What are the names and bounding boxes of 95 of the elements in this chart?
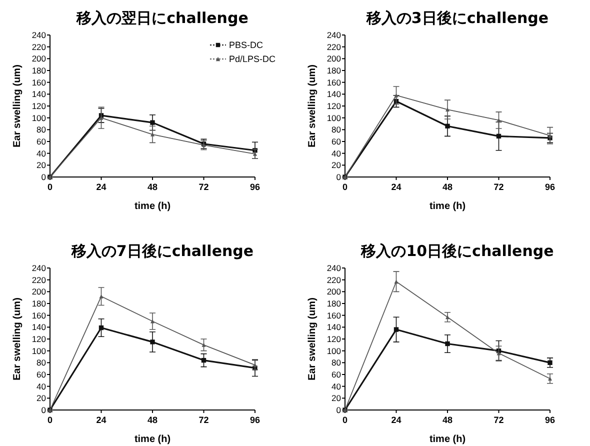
y-tick-label: 180 [32,65,46,76]
y-tick-label: 20 [332,160,342,170]
point [496,118,501,122]
point [150,340,155,344]
y-tick-label: 160 [326,77,342,88]
y-tick-label: 80 [332,358,342,368]
y-tick-label: 200 [326,286,342,297]
y-tick-label: 160 [326,310,342,320]
y-tick-label: 40 [36,381,46,392]
chart-title: 移入の10日後にchallenge [360,242,554,260]
point [150,319,154,324]
x-tick-label: 24 [96,182,106,192]
y-tick-label: 20 [36,393,46,404]
x-tick-label: 48 [442,415,453,425]
y-tick-label: 60 [36,136,46,146]
chart-title: 移入の7日後にchallenge [70,242,254,260]
x-tick-label: 72 [494,415,504,425]
x-tick-label: 24 [96,415,106,425]
y-tick-label: 40 [332,381,342,392]
x-tick-label: 96 [250,415,260,425]
y-tick-label: 40 [36,148,46,158]
y-axis-title: Ear swelling (um) [307,64,318,148]
y-tick-label: 80 [332,124,342,135]
y-tick-label: 140 [32,89,46,100]
point [201,358,206,363]
y-tick-label: 60 [332,369,342,380]
y-tick-label: 80 [36,124,46,135]
x-tick-label: 96 [544,182,556,192]
chart-title: 移入の3日後にchallenge [365,9,549,27]
y-tick-label: 200 [326,54,342,64]
y-tick-label: 100 [326,112,342,123]
point [445,124,450,128]
y-tick-label: 220 [32,274,46,285]
y-tick-label: 100 [326,346,342,356]
x-axis-title: time (h) [134,201,171,212]
legend-label: PBS-DC [229,40,264,50]
y-tick-label: 0 [41,404,46,415]
point [150,132,154,136]
y-tick-label: 80 [36,358,46,368]
y-tick-label: 220 [326,274,342,285]
y-tick-label: 160 [32,310,46,320]
x-axis-title: time (h) [429,201,466,212]
point [98,325,104,330]
y-tick-label: 200 [32,286,46,297]
y-tick-label: 60 [332,136,342,146]
y-tick-label: 20 [36,160,46,170]
x-tick-label: 24 [391,415,402,425]
chart-title: 移入の翌日にchallenge [76,9,248,27]
y-tick-label: 220 [32,42,46,52]
y-tick-label: 160 [32,77,46,88]
y-tick-label: 220 [326,42,342,52]
y-tick-label: 100 [32,346,46,356]
y-tick-label: 40 [332,148,342,158]
y-tick-label: 200 [32,54,46,64]
y-tick-label: 240 [326,262,342,273]
y-tick-label: 60 [36,369,46,380]
y-tick-label: 0 [336,172,342,182]
point [394,280,398,284]
x-axis-title: time (h) [429,434,466,445]
x-tick-label: 48 [442,182,453,192]
point [445,341,450,346]
x-tick-label: 96 [544,415,556,425]
y-tick-label: 120 [326,334,342,344]
point [446,108,450,112]
x-tick-label: 48 [147,182,158,192]
y-tick-label: 240 [32,30,46,40]
x-tick-label: 48 [147,415,158,425]
y-tick-label: 20 [332,393,342,404]
y-tick-label: 100 [32,112,46,123]
x-tick-label: 72 [198,415,209,425]
y-tick-label: 120 [32,334,46,344]
y-axis-title: Ear swelling (um) [12,64,23,148]
y-tick-label: 140 [326,322,342,332]
y-axis-title: Ear swelling (um) [12,298,23,380]
x-axis-title: time (h) [134,434,171,445]
x-tick-label: 72 [494,182,504,192]
y-tick-label: 0 [41,172,46,182]
y-tick-label: 240 [326,30,342,40]
y-tick-label: 120 [326,100,342,111]
x-tick-label: 96 [250,182,260,192]
y-tick-label: 0 [336,404,342,415]
legend-label: Pd/LPS-DC [229,54,276,64]
point [150,120,155,125]
y-axis-title: Ear swelling (um) [307,298,318,380]
x-tick-label: 24 [391,182,402,192]
x-tick-label: 72 [198,182,209,192]
point [496,134,502,139]
y-tick-label: 180 [326,298,342,308]
y-tick-label: 140 [326,89,342,100]
y-tick-label: 180 [326,65,342,76]
point [394,327,399,332]
y-tick-label: 120 [32,100,46,111]
y-tick-label: 180 [32,298,46,308]
y-tick-label: 140 [32,322,46,332]
y-tick-label: 240 [32,262,46,273]
